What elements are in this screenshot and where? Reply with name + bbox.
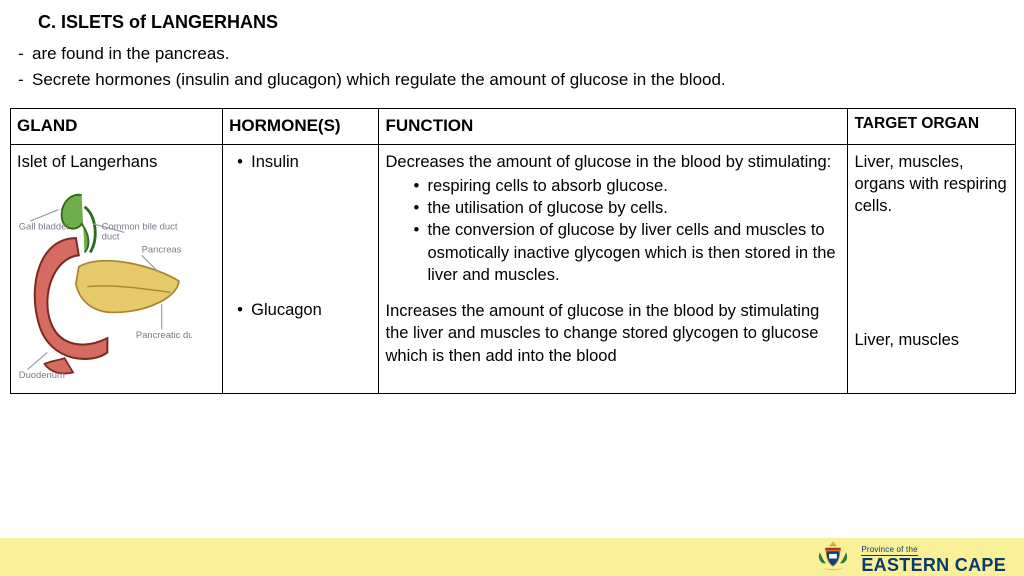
th-gland: GLAND [11, 108, 223, 144]
function-text: Increases the amount of glucose in the b… [385, 300, 839, 367]
intro-item: Secrete hormones (insulin and glucagon) … [18, 67, 1014, 93]
function-subitem: respiring cells to absorb glucose. [413, 175, 839, 197]
svg-text:Duodenum: Duodenum [19, 369, 65, 380]
function-subitem: the utilisation of glucose by cells. [413, 197, 839, 219]
gland-name: Islet of Langerhans [17, 153, 157, 171]
svg-text:duct: duct [102, 230, 120, 241]
table-row: Islet of Langerhans [11, 144, 1016, 394]
intro-list: are found in the pancreas. Secrete hormo… [18, 41, 1014, 94]
section-heading: C. ISLETS of LANGERHANS [38, 12, 1014, 33]
crest-icon [813, 540, 853, 574]
pancreas-diagram: Gall bladder Common bile duct duct Pancr… [17, 181, 192, 381]
cell-target: Liver, muscles, organs with respiring ce… [848, 144, 1016, 394]
hormone-item: Glucagon [229, 299, 370, 321]
cell-hormone: Insulin Glucagon [223, 144, 379, 394]
intro-item: are found in the pancreas. [18, 41, 1014, 67]
hormone-table: GLAND HORMONE(S) FUNCTION TARGET ORGAN I… [10, 108, 1016, 394]
function-sublist: respiring cells to absorb glucose. the u… [413, 175, 839, 286]
svg-text:Pancreas: Pancreas [142, 243, 182, 254]
th-function: FUNCTION [379, 108, 848, 144]
th-target: TARGET ORGAN [848, 108, 1016, 144]
svg-text:Pancreatic duct: Pancreatic duct [136, 329, 192, 340]
cell-gland: Islet of Langerhans [11, 144, 223, 394]
function-subitem: the conversion of glucose by liver cells… [413, 219, 839, 286]
target-text: Liver, muscles [854, 329, 1007, 351]
function-lead: Decreases the amount of glucose in the b… [385, 151, 839, 173]
footer-name: EASTERN CAPE [861, 555, 1006, 575]
cell-function: Decreases the amount of glucose in the b… [379, 144, 848, 394]
svg-text:Gall bladder: Gall bladder [19, 220, 70, 231]
target-text: Liver, muscles, organs with respiring ce… [854, 151, 1007, 218]
footer-text: Province of the EASTERN CAPE [861, 540, 1006, 575]
th-hormone: HORMONE(S) [223, 108, 379, 144]
footer-bar: Province of the EASTERN CAPE [0, 538, 1024, 576]
hormone-item: Insulin [229, 151, 370, 173]
table-header-row: GLAND HORMONE(S) FUNCTION TARGET ORGAN [11, 108, 1016, 144]
